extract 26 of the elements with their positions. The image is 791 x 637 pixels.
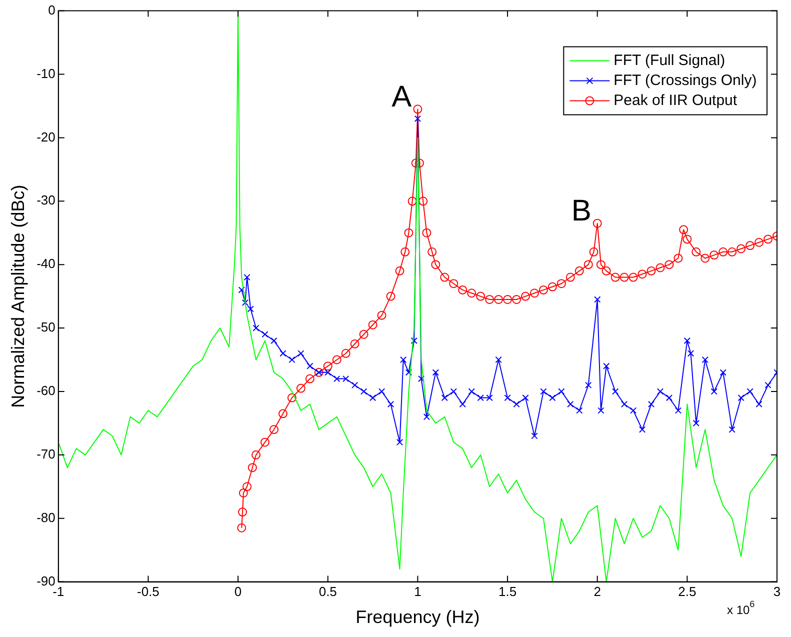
x-tick-label: 2.5: [678, 584, 696, 600]
x-tick-label: 1: [414, 584, 422, 600]
y-tick-label: -70: [36, 446, 56, 462]
y-tick-label: -30: [36, 192, 56, 208]
y-tick-label: -90: [36, 573, 56, 588]
y-tick-label: -20: [36, 129, 56, 144]
x-tick-label: 0: [234, 584, 242, 600]
x-tick-label: 2: [594, 584, 601, 600]
annotation: A: [392, 80, 412, 114]
y-axis-title: Normalized Amplitude (dBc): [8, 184, 28, 408]
annotation: B: [571, 194, 592, 228]
x-axis-title: Frequency (Hz): [356, 607, 480, 628]
legend-label: FFT (Crossings Only): [614, 72, 757, 89]
y-tick-label: -10: [36, 66, 56, 81]
y-tick-label: -60: [36, 383, 56, 398]
x-tick-label: 1.5: [498, 584, 517, 600]
y-tick-label: -40: [36, 256, 56, 272]
y-tick-label: -50: [36, 320, 56, 335]
y-tick-label: -80: [36, 510, 56, 525]
x-tick-label: 0.5: [318, 584, 337, 600]
x-tick-label: 3: [773, 584, 781, 600]
x-tick-label: -1: [52, 584, 64, 600]
x-tick-label: -0.5: [137, 584, 160, 600]
legend-label: FFT (Full Signal): [614, 52, 726, 69]
y-tick-label: 0: [48, 2, 56, 18]
legend-label: Peak of IIR Output: [614, 92, 738, 109]
